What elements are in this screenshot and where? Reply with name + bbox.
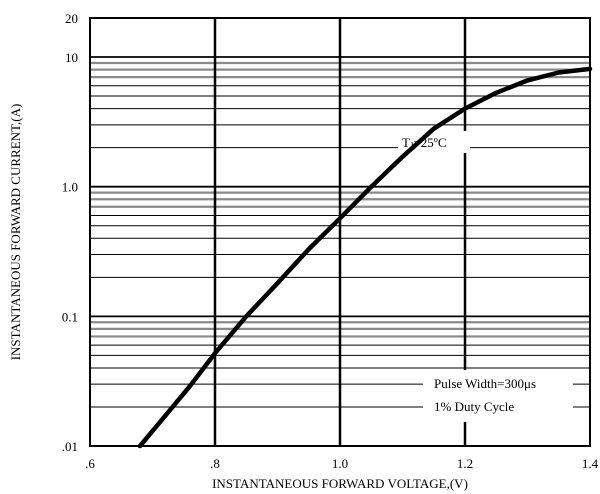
y-axis-label: INSTANTANEOUS FORWARD CURRENT,(A) — [8, 104, 23, 361]
pulse-width-label: Pulse Width=300μs — [434, 376, 536, 391]
x-tick-label: 1.2 — [457, 456, 473, 471]
plot-frame — [89, 17, 591, 447]
temperature-annotation-prefix: T — [402, 135, 410, 150]
pulse-annotation: Pulse Width=300μs 1% Duty Cycle — [423, 370, 573, 422]
duty-cycle-label: 1% Duty Cycle — [434, 399, 514, 414]
y-tick-label: 20 — [65, 11, 78, 26]
y-tick-label: .01 — [62, 439, 78, 454]
y-tick-label: 10 — [65, 50, 78, 65]
y-tick-label: 0.1 — [62, 309, 78, 324]
x-tick-label: 1.0 — [332, 456, 348, 471]
y-tick-labels: .01 0.1 1.0 10 20 — [62, 11, 78, 454]
curve-layer — [137, 66, 593, 449]
y-tick-label: 1.0 — [62, 180, 78, 195]
x-axis-label: INSTANTANEOUS FORWARD VOLTAGE,(V) — [212, 476, 468, 491]
x-tick-label: 1.4 — [582, 456, 599, 471]
x-tick-labels: .6 .8 1.0 1.2 1.4 — [85, 456, 599, 471]
x-tick-label: .6 — [85, 456, 95, 471]
forward-current-curve — [137, 66, 593, 449]
x-tick-label: .8 — [210, 456, 220, 471]
